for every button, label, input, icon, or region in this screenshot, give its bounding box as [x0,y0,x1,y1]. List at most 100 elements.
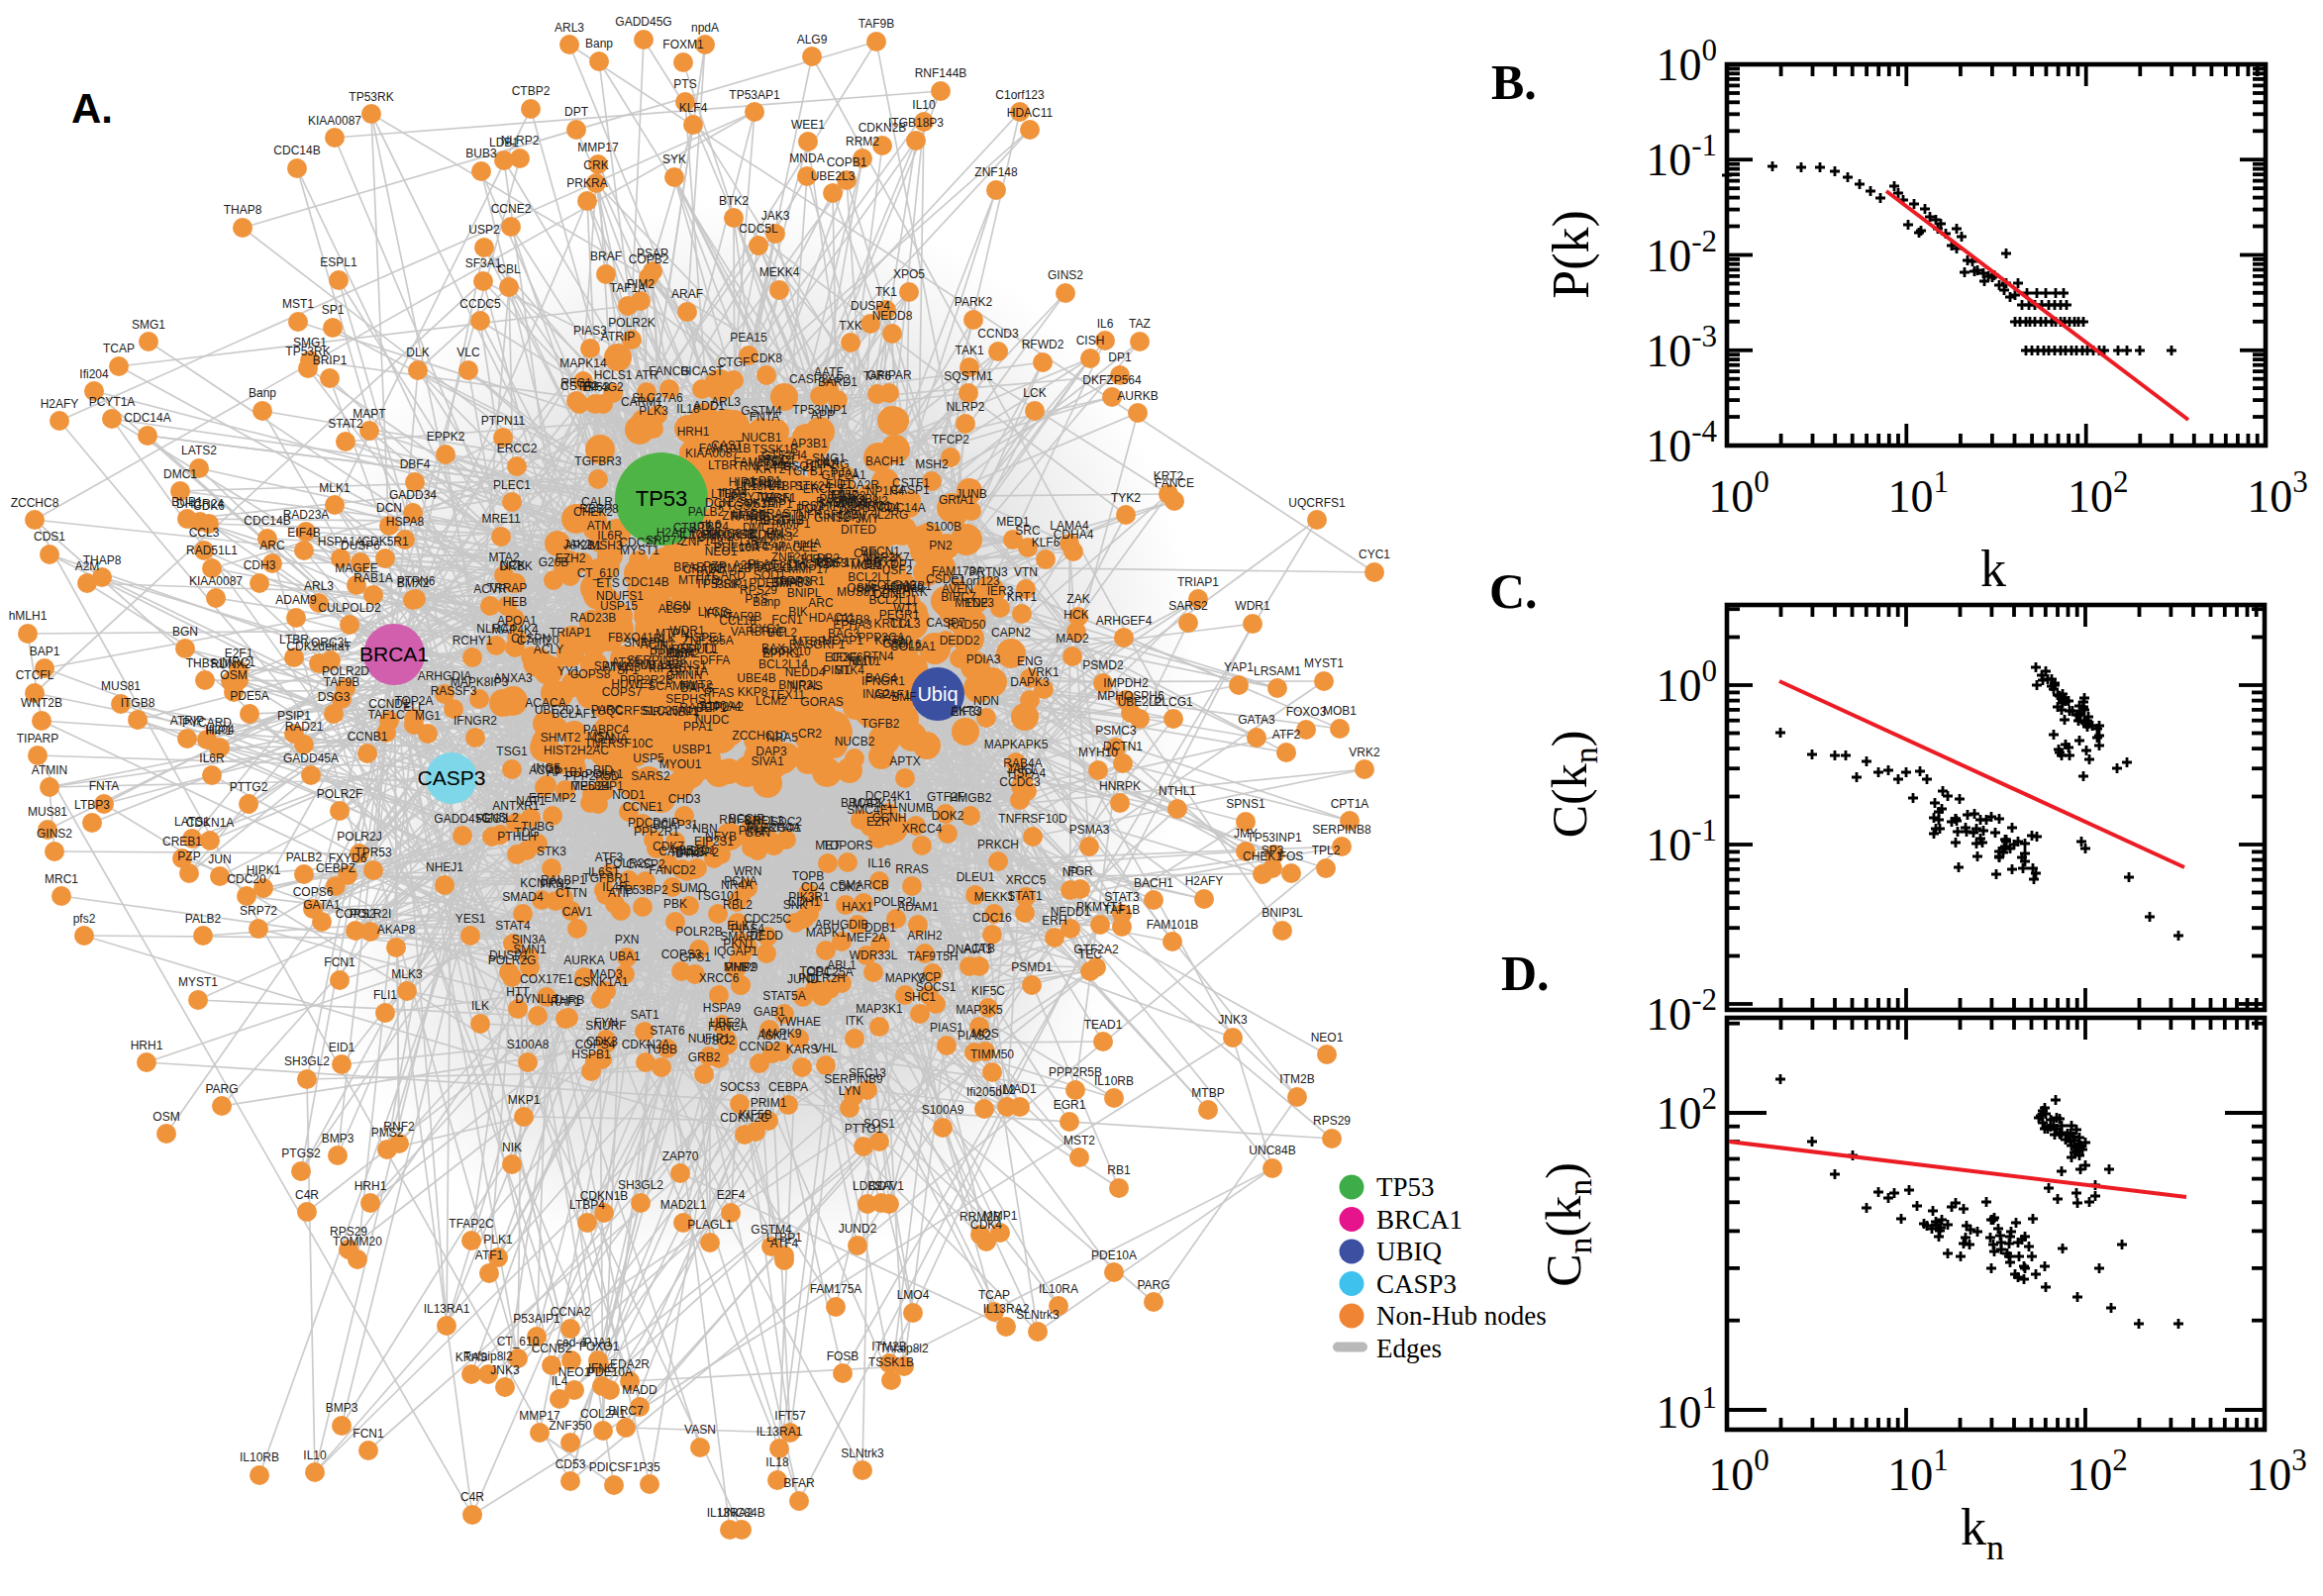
svg-text:NHEJ1: NHEJ1 [426,860,463,874]
svg-text:AATF: AATF [814,365,844,379]
svg-text:CR2: CR2 [798,727,822,741]
svg-text:TAF6: TAF6 [863,369,892,383]
svg-text:FNTA: FNTA [750,410,779,424]
svg-text:HNRPK: HNRPK [1099,779,1141,793]
svg-text:NUCB2: NUCB2 [835,735,875,748]
svg-text:MG1: MG1 [415,709,441,723]
svg-text:WDR1: WDR1 [1235,599,1270,613]
svg-text:COPB1: COPB1 [827,155,867,169]
svg-text:MAGEE: MAGEE [335,561,377,575]
svg-text:CDKN2A: CDKN2A [622,1038,670,1051]
svg-text:DLEU1: DLEU1 [957,870,995,884]
svg-text:PPP2R1: PPP2R1 [634,825,679,839]
svg-text:LTBR: LTBR [279,633,309,647]
svg-text:LTBP1: LTBP1 [766,1231,802,1245]
svg-text:PARG: PARG [205,1082,238,1096]
svg-text:PDE10A: PDE10A [1091,1248,1137,1262]
svg-text:MAD2: MAD2 [1056,632,1089,646]
svg-text:TAZ: TAZ [1129,317,1151,331]
svg-text:MST1: MST1 [282,297,314,311]
svg-text:RALBP1: RALBP1 [541,873,586,887]
svg-text:GADD45G: GADD45G [615,15,671,29]
svg-text:PARK2: PARK2 [955,295,993,309]
svg-text:KIAA0087: KIAA0087 [189,574,243,588]
svg-text:ZCCHC8: ZCCHC8 [11,496,59,510]
svg-text:ADAM1: ADAM1 [897,900,939,914]
svg-text:WNT2B: WNT2B [21,696,62,710]
svg-text:SP1: SP1 [322,303,345,317]
svg-text:GORAS: GORAS [800,695,843,709]
svg-text:npdA: npdA [691,21,719,35]
svg-text:DEDD: DEDD [750,929,783,943]
svg-text:PSMD1: PSMD1 [1011,960,1053,974]
svg-text:GRB2: GRB2 [688,1050,721,1064]
svg-text:GAB1: GAB1 [754,1005,785,1019]
svg-text:ETS: ETS [596,576,619,590]
svg-text:HRH1: HRH1 [677,425,710,439]
svg-text:NBN: NBN [692,822,717,836]
svg-text:VRK2: VRK2 [1349,746,1380,759]
svg-text:PSMD2: PSMD2 [1082,658,1124,672]
svg-text:NMT2: NMT2 [680,678,713,692]
svg-text:UBE2D1: UBE2D1 [535,703,581,717]
svg-text:S100B: S100B [926,520,961,534]
svg-text:BRCA1: BRCA1 [1376,1205,1463,1235]
svg-text:SF3A1: SF3A1 [465,256,502,270]
svg-text:PDE5A: PDE5A [230,689,268,703]
svg-text:BAP1: BAP1 [30,645,60,658]
svg-text:WT1: WT1 [893,602,919,616]
svg-text:CDC14A: CDC14A [124,411,170,425]
svg-text:TP53RK: TP53RK [285,345,330,358]
svg-text:CDC27: CDC27 [619,536,658,549]
svg-text:CSTF1: CSTF1 [892,476,930,490]
svg-text:C.: C. [1489,563,1538,619]
svg-text:TRRAP: TRRAP [487,581,528,595]
svg-text:MOS: MOS [971,1027,998,1041]
svg-text:C1orf123: C1orf123 [995,88,1045,102]
svg-text:DAP3: DAP3 [756,745,787,758]
svg-text:MEKK1: MEKK1 [974,890,1015,904]
svg-text:XPO5: XPO5 [893,267,925,281]
svg-text:FOXO3: FOXO3 [1286,705,1327,719]
svg-text:CCND1: CCND1 [368,697,410,711]
svg-text:THBS1: THBS1 [748,514,786,528]
svg-text:SRC: SRC [1015,524,1041,538]
svg-text:YES1: YES1 [455,912,486,926]
svg-text:Banp: Banp [585,37,613,50]
svg-text:CBL: CBL [497,262,521,276]
svg-text:NEO1: NEO1 [705,545,738,558]
svg-text:UBE2L3: UBE2L3 [811,169,856,183]
svg-text:CISH: CISH [1076,334,1105,348]
svg-text:XRCC5: XRCC5 [1006,873,1047,887]
svg-text:TP53RK: TP53RK [349,90,393,104]
svg-text:UBA1: UBA1 [609,949,641,963]
svg-text:PPP2R2A: PPP2R2A [857,583,910,597]
svg-text:TPR53: TPR53 [354,846,392,859]
svg-text:PZP: PZP [177,849,200,863]
svg-text:ATF2: ATF2 [1272,728,1301,742]
svg-text:ATF1: ATF1 [475,1248,504,1262]
svg-text:PPP3R1: PPP3R1 [779,574,825,588]
svg-text:FANCG: FANCG [649,364,689,378]
svg-text:Ubiq: Ubiq [917,683,958,705]
svg-text:PTPN6: PTPN6 [397,574,436,588]
svg-text:CLSPN: CLSPN [511,632,551,646]
svg-text:FLI1: FLI1 [373,988,397,1002]
svg-text:IL10RB: IL10RB [240,1450,279,1464]
svg-text:CRK: CRK [583,158,608,172]
svg-text:PSIP1: PSIP1 [277,709,311,723]
svg-text:VRK1: VRK1 [1028,665,1060,679]
svg-text:MKP1: MKP1 [508,1093,541,1107]
svg-text:STAT4: STAT4 [495,919,531,933]
svg-text:TAF9B: TAF9B [858,17,894,31]
svg-text:CDC16: CDC16 [972,911,1012,925]
svg-text:Tnfaip8l2: Tnfaip8l2 [879,1342,929,1355]
svg-text:TCAP: TCAP [978,1288,1010,1302]
svg-text:ALG9: ALG9 [797,33,828,47]
svg-text:DSG3: DSG3 [318,690,351,704]
svg-text:CD53: CD53 [556,1457,586,1471]
svg-text:AP3B1: AP3B1 [790,437,828,450]
svg-text:ERCC3: ERCC3 [803,482,844,496]
svg-text:MYST1: MYST1 [1304,656,1344,670]
svg-text:LMO4: LMO4 [897,1288,930,1302]
